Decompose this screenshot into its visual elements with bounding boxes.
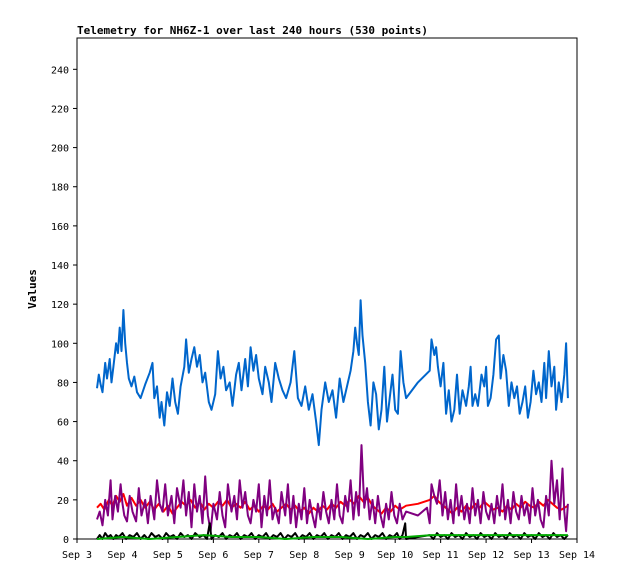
x-tick-label: Sep 9 — [335, 550, 365, 561]
x-tick-label: Sep 12 — [468, 550, 504, 561]
x-tick-label: Sep 11 — [423, 550, 459, 561]
x-tick-label: Sep 10 — [377, 550, 413, 561]
y-tick-label: 40 — [57, 457, 69, 468]
series-line-3 — [96, 444, 569, 533]
y-tick-label: 80 — [57, 378, 69, 389]
y-tick-label: 220 — [51, 104, 69, 115]
x-tick-label: Sep 5 — [153, 550, 183, 561]
series-line-4 — [96, 522, 569, 540]
chart-title: Telemetry for NH6Z-1 over last 240 hours… — [77, 24, 428, 37]
x-tick-label: Sep 3 — [62, 550, 92, 561]
y-tick-label: 20 — [57, 496, 69, 507]
y-tick-label: 180 — [51, 183, 69, 194]
series-line-5 — [96, 534, 568, 540]
x-tick-label: Sep 14 — [559, 550, 595, 561]
y-tick-label: 160 — [51, 222, 69, 233]
x-tick-label: Sep 13 — [513, 550, 549, 561]
y-tick-label: 200 — [51, 144, 69, 155]
x-axis: Sep 3 Sep 4 Sep 5 Sep 6 Sep 7 Sep 8 Sep 9 Sep 1… — [62, 539, 595, 561]
y-tick-label: 60 — [57, 418, 69, 429]
y-tick-label: 120 — [51, 300, 69, 311]
series-layer — [96, 299, 569, 540]
x-tick-label: Sep 7 — [244, 550, 274, 561]
y-tick-label: 0 — [63, 535, 69, 546]
y-tick-label: 240 — [51, 65, 69, 76]
y-tick-label: 100 — [51, 339, 69, 350]
series-line-1 — [96, 299, 569, 447]
x-tick-label: Sep 6 — [198, 550, 228, 561]
x-tick-label: Sep 8 — [289, 550, 319, 561]
y-axis: 0 20 40 60 80 100 120 140 160 180 200 220 240 — [51, 65, 77, 546]
y-axis-label: Values — [26, 269, 39, 309]
x-tick-label: Sep 4 — [107, 550, 137, 561]
y-tick-label: 140 — [51, 261, 69, 272]
